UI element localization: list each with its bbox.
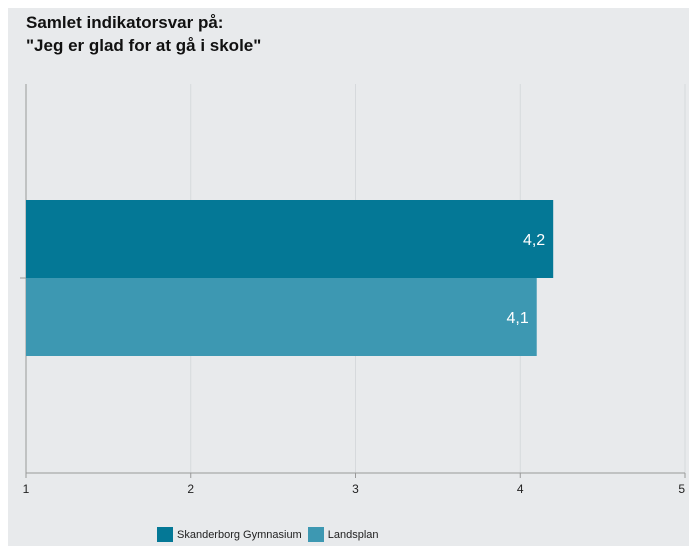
bars: 4,2 4,1 xyxy=(26,200,554,356)
legend-label-landsplan: Landsplan xyxy=(327,528,379,541)
bar-value-label: 4,1 xyxy=(506,310,528,327)
legend-item-landsplan[interactable]: Landsplan xyxy=(307,527,379,542)
x-tick-label: 5 xyxy=(678,482,685,496)
legend-label-skanderborg: Skanderborg Gymnasium xyxy=(177,528,302,541)
bar-landsplan[interactable] xyxy=(26,278,537,356)
chart-title: Samlet indikatorsvar på: xyxy=(26,13,224,32)
x-tick-labels: 1 2 3 4 5 xyxy=(23,482,686,496)
legend: Skanderborg Gymnasium Landsplan xyxy=(157,527,385,542)
legend-swatch-skanderborg xyxy=(157,527,173,542)
x-tick-label: 2 xyxy=(187,482,194,496)
x-tick-label: 3 xyxy=(352,482,359,496)
bar-skanderborg[interactable] xyxy=(26,200,554,278)
legend-item-skanderborg[interactable]: Skanderborg Gymnasium xyxy=(157,527,302,542)
bar-value-label: 4,2 xyxy=(523,232,545,249)
x-tick-label: 4 xyxy=(517,482,524,496)
legend-swatch-landsplan xyxy=(307,527,324,542)
chart-subtitle: "Jeg er glad for at gå i skole" xyxy=(26,36,262,55)
x-tick-label: 1 xyxy=(23,482,30,496)
